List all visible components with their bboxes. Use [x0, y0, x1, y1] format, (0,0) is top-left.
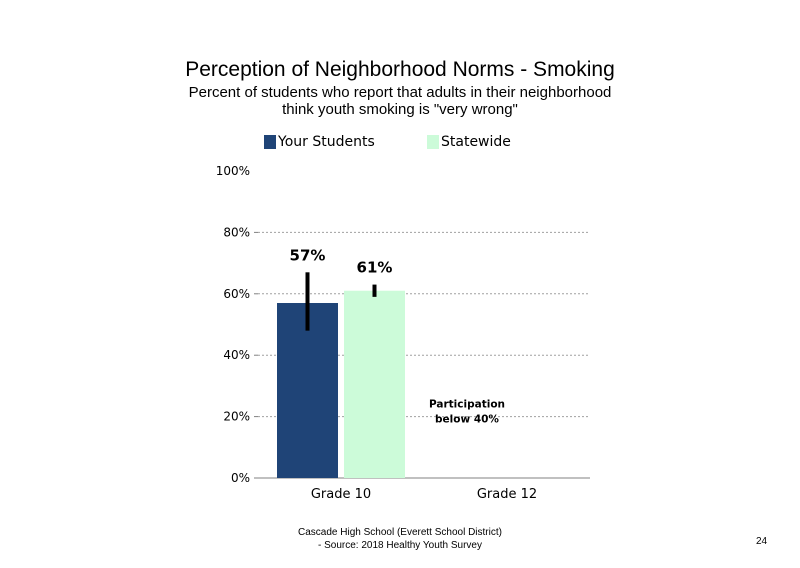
legend-item-your-students: Your Students [264, 134, 375, 150]
y-tick-label: 20% [223, 410, 250, 424]
legend-label-your-students: Your Students [278, 134, 375, 150]
y-tick-label: 100% [216, 164, 250, 178]
chart-title: Perception of Neighborhood Norms - Smoki… [185, 58, 615, 81]
bar-statewide [344, 290, 405, 478]
chart-subtitle: Percent of students who report that adul… [0, 84, 800, 118]
legend-item-statewide: Statewide [427, 134, 511, 150]
data-label: 57% [290, 246, 326, 264]
legend-label-statewide: Statewide [441, 134, 511, 150]
subtitle-line-1: Percent of students who report that adul… [188, 84, 612, 101]
x-category-label: Grade 10 [311, 487, 371, 502]
data-label: 61% [357, 259, 393, 277]
legend-swatch-statewide [427, 135, 439, 149]
bar-your-students [277, 303, 338, 478]
y-tick-label: 0% [231, 471, 250, 485]
page-number: 24 [756, 536, 768, 547]
subtitle-line-2: think youth smoking is "very wrong" [282, 101, 518, 118]
y-tick-label: 40% [223, 348, 250, 362]
footer-school: Cascade High School (Everett School Dist… [298, 527, 502, 538]
y-tick-label: 60% [223, 287, 250, 301]
y-tick-label: 80% [223, 225, 250, 239]
participation-note: below 40% [435, 413, 499, 425]
legend-swatch-your-students [264, 135, 276, 149]
participation-note: Participation [429, 398, 505, 410]
footer-source: - Source: 2018 Healthy Youth Survey [318, 540, 482, 551]
footer: Cascade High School (Everett School Dist… [0, 526, 800, 552]
x-category-label: Grade 12 [477, 487, 537, 502]
